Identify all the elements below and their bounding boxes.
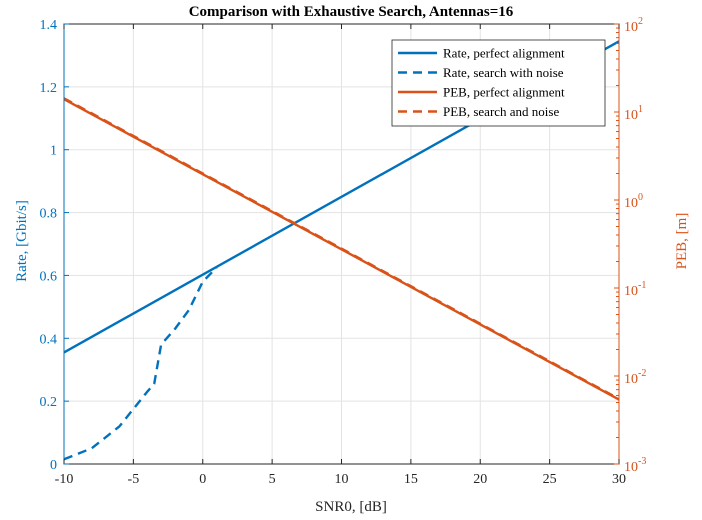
y-right-tick-label: 102 xyxy=(624,16,643,35)
y-axis-label-right: PEB, [m] xyxy=(674,213,690,270)
chart-title: Comparison with Exhaustive Search, Anten… xyxy=(189,4,514,20)
series-line-rate-search-with-noise xyxy=(63,266,218,461)
y-left-tick-label: 0.6 xyxy=(40,269,58,284)
y-left-tick-label: 0.8 xyxy=(40,207,58,222)
y-right-tick-label: 10-2 xyxy=(624,368,646,387)
legend-box xyxy=(391,39,606,127)
legend: Rate, perfect alignment Rate, search with… xyxy=(391,39,606,127)
y-right-tick-label: 10-3 xyxy=(624,456,646,475)
x-tick-label: 20 xyxy=(473,472,487,487)
y-right-tick-label: 100 xyxy=(624,192,643,211)
x-tick-label: 5 xyxy=(269,472,276,487)
y-left-tick-label: 0.2 xyxy=(40,395,58,410)
series-layer xyxy=(63,40,620,461)
y-right-tick-label: 101 xyxy=(624,104,643,123)
y-left-tick-label: 0 xyxy=(50,458,57,473)
y-right-tick-label: 10-1 xyxy=(624,280,646,299)
y-left-tick-label: 1.4 xyxy=(40,18,58,33)
legend-entry-label: Rate, perfect alignment xyxy=(443,46,565,61)
y-left-tick-label: 0.4 xyxy=(40,332,58,347)
tick-marks xyxy=(63,23,620,465)
x-tick-label: 15 xyxy=(404,472,418,487)
legend-entry-label: PEB, perfect alignment xyxy=(443,85,565,100)
y-left-tick-label: 1 xyxy=(50,144,57,159)
x-tick-label: 25 xyxy=(543,472,557,487)
x-tick-label: -10 xyxy=(55,472,74,487)
legend-entry-label: Rate, search with noise xyxy=(443,65,564,80)
legend-entry-label: PEB, search and noise xyxy=(443,104,559,119)
x-tick-label: 30 xyxy=(612,472,626,487)
x-tick-label: 0 xyxy=(199,472,206,487)
x-axis-label: SNR0, [dB] xyxy=(315,499,387,515)
y-left-tick-label: 1.2 xyxy=(40,81,58,96)
tick-labels: -10 -5 0 5 10 15 20 25 30 0 0.2 0.4 0.6 0.8 1 1.2 1.4 10-… xyxy=(40,16,647,487)
x-tick-label: -5 xyxy=(128,472,140,487)
series-line-peb-search-and-noise xyxy=(63,97,620,400)
y-axis-label-left: Rate, [Gbit/s] xyxy=(14,200,30,282)
x-tick-label: 10 xyxy=(335,472,349,487)
